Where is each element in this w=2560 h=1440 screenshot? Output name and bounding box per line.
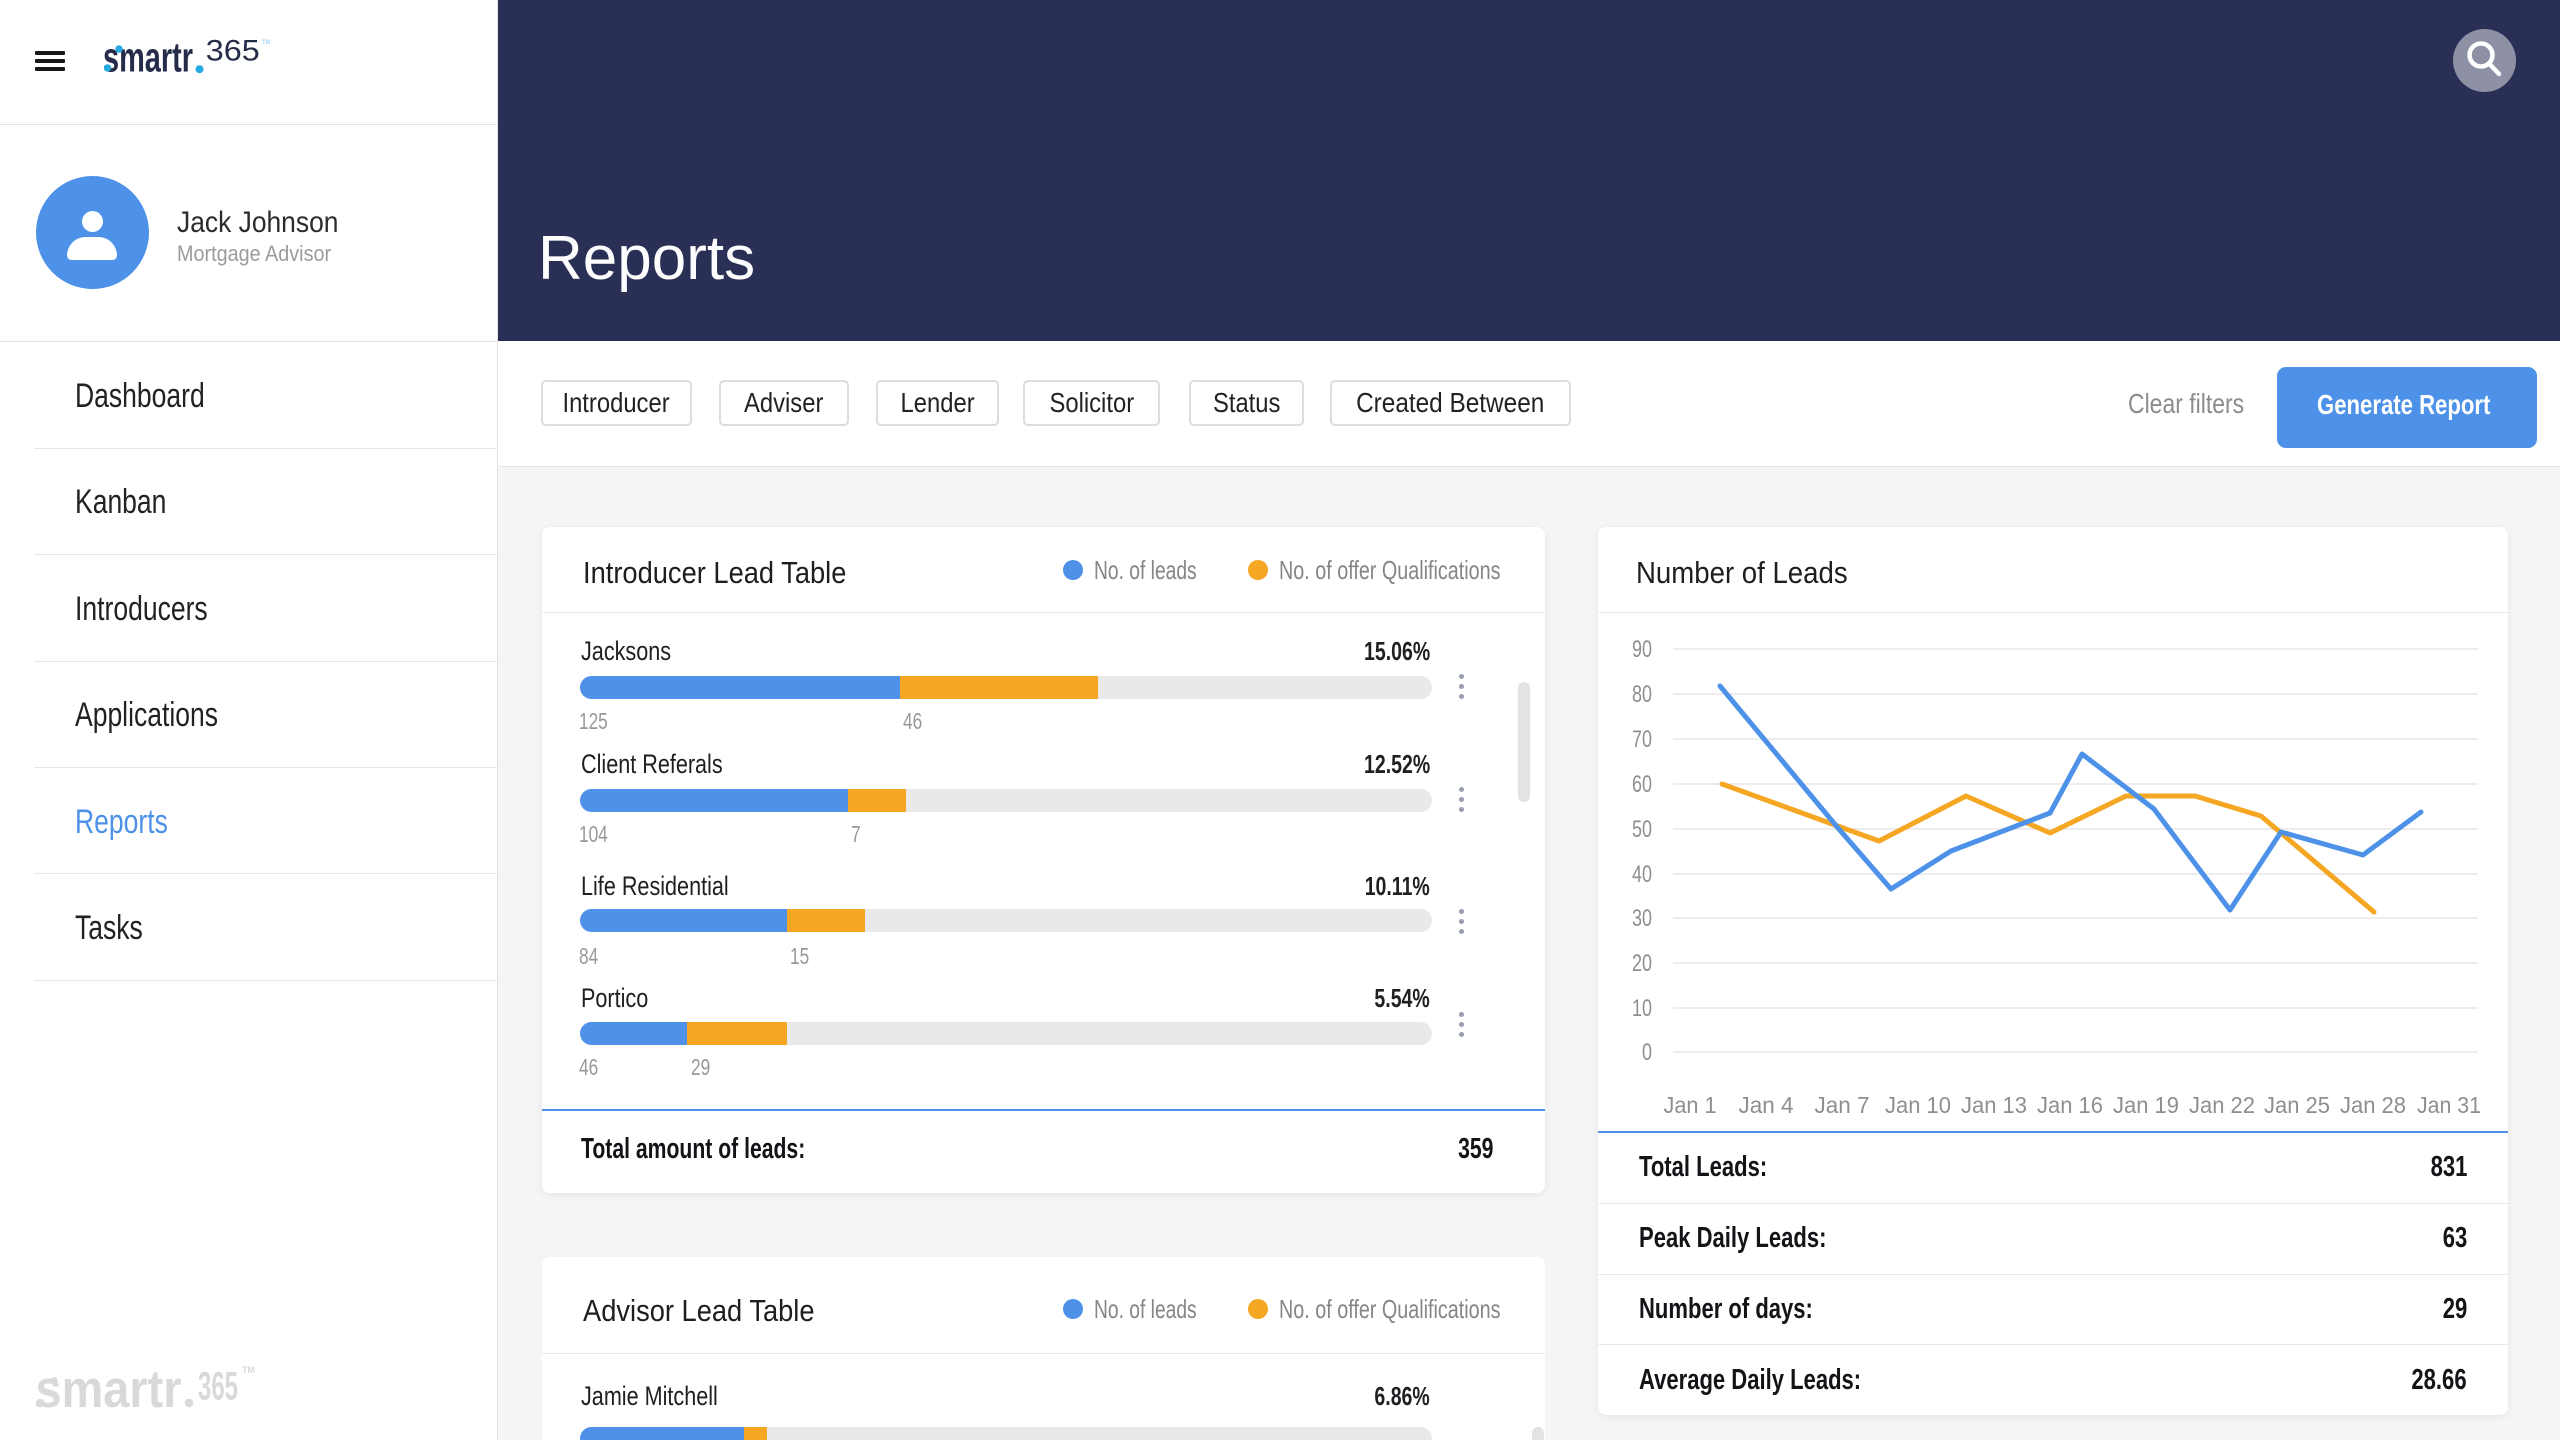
svg-text:Jan 4: Jan 4 bbox=[1739, 1092, 1794, 1118]
svg-text:365: 365 bbox=[206, 36, 260, 68]
svg-text:Jan 13: Jan 13 bbox=[1961, 1092, 2027, 1118]
svg-text:TM: TM bbox=[242, 1365, 255, 1375]
svg-text:smartr: smartr bbox=[103, 36, 193, 81]
svg-text:Jan 28: Jan 28 bbox=[2340, 1092, 2406, 1118]
svg-text:30: 30 bbox=[1632, 905, 1652, 932]
svg-text:smartr: smartr bbox=[36, 1360, 182, 1416]
svg-text:Jan 16: Jan 16 bbox=[2037, 1092, 2103, 1118]
svg-text:80: 80 bbox=[1632, 681, 1652, 708]
svg-text:Jan 10: Jan 10 bbox=[1885, 1092, 1951, 1118]
svg-text:40: 40 bbox=[1632, 861, 1652, 888]
svg-text:Jan 1: Jan 1 bbox=[1664, 1092, 1717, 1118]
svg-text:Jan 25: Jan 25 bbox=[2264, 1092, 2330, 1118]
svg-text:90: 90 bbox=[1632, 636, 1652, 663]
svg-text:50: 50 bbox=[1632, 816, 1652, 843]
svg-text:TM: TM bbox=[262, 40, 271, 46]
svg-text:0: 0 bbox=[1642, 1039, 1652, 1066]
svg-text:60: 60 bbox=[1632, 771, 1652, 798]
svg-text:Jan 31: Jan 31 bbox=[2417, 1092, 2481, 1118]
svg-text:Jan 22: Jan 22 bbox=[2189, 1092, 2255, 1118]
svg-text:20: 20 bbox=[1632, 950, 1652, 977]
svg-text:365: 365 bbox=[198, 1365, 238, 1409]
svg-text:Jan 19: Jan 19 bbox=[2113, 1092, 2179, 1118]
svg-text:70: 70 bbox=[1632, 726, 1652, 753]
svg-text:10: 10 bbox=[1632, 995, 1652, 1022]
svg-text:Jan 7: Jan 7 bbox=[1815, 1092, 1870, 1118]
